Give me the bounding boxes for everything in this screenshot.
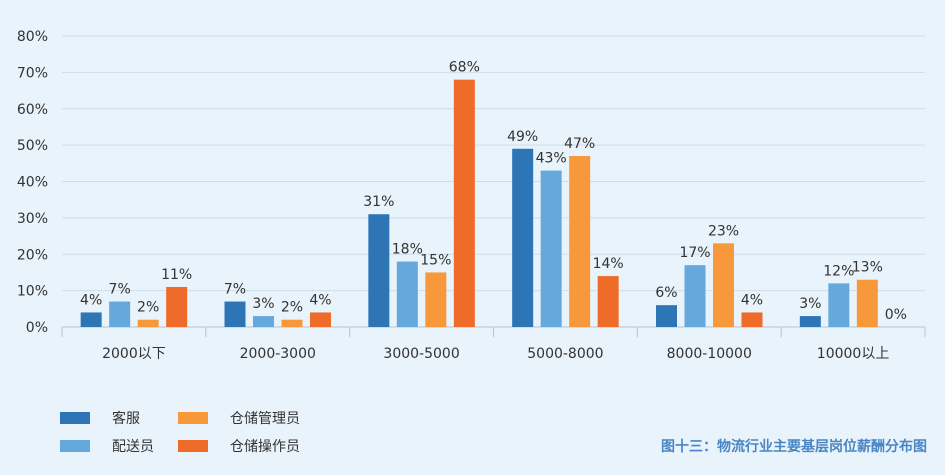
y-tick-label: 10% xyxy=(17,284,48,300)
bar xyxy=(109,301,131,327)
legend-label-cangchu-caozuo: 仓储操作员 xyxy=(230,439,300,455)
bar xyxy=(166,286,188,327)
legend-swatch-peisong xyxy=(60,440,90,452)
y-tick-label: 30% xyxy=(17,211,48,227)
data-label: 6% xyxy=(655,285,677,301)
legend-item-cangchu-guanli: 仓储管理员 xyxy=(178,408,300,428)
legend-label-cangchu-guanli: 仓储管理员 xyxy=(230,411,300,427)
bar xyxy=(281,319,303,327)
bar xyxy=(425,272,447,327)
bar xyxy=(80,312,102,327)
data-label: 4% xyxy=(741,292,763,308)
data-label: 23% xyxy=(708,223,739,239)
data-label: 3% xyxy=(252,296,274,312)
bar xyxy=(741,312,763,327)
data-label: 31% xyxy=(363,194,394,210)
data-label: 68% xyxy=(449,60,480,76)
data-label: 7% xyxy=(109,282,131,298)
legend-item-cangchu-caozuo: 仓储操作员 xyxy=(178,436,300,456)
bar xyxy=(569,156,591,327)
y-tick-label: 0% xyxy=(26,320,48,336)
data-label: 11% xyxy=(161,267,192,283)
legend-label-kefu: 客服 xyxy=(112,411,140,427)
bar xyxy=(224,301,246,327)
legend-item-peisong: 配送员 xyxy=(60,436,154,456)
bar xyxy=(656,305,677,327)
bar xyxy=(396,261,418,327)
data-label: 2% xyxy=(137,300,159,316)
bar xyxy=(799,316,821,327)
data-label: 49% xyxy=(507,129,538,145)
data-label: 14% xyxy=(593,256,624,272)
y-tick-label: 40% xyxy=(17,175,48,191)
data-label: 15% xyxy=(420,252,451,268)
legend: 客服 仓储管理员 配送员 仓储操作员 xyxy=(60,408,380,464)
data-label: 4% xyxy=(309,292,331,308)
bar xyxy=(684,265,706,327)
x-tick-label: 3000-5000 xyxy=(383,346,459,362)
x-tick-label: 8000-10000 xyxy=(667,346,752,362)
data-label: 18% xyxy=(392,242,423,258)
bar xyxy=(856,279,878,327)
y-tick-label: 50% xyxy=(17,138,48,154)
legend-swatch-cangchu-caozuo xyxy=(178,440,208,452)
data-label: 47% xyxy=(564,136,595,152)
data-label: 2% xyxy=(281,300,303,316)
bar xyxy=(453,79,475,328)
bar xyxy=(368,214,390,327)
bar xyxy=(310,312,331,327)
x-tick-label: 2000-3000 xyxy=(240,346,316,362)
data-label: 12% xyxy=(823,263,854,279)
data-label: 13% xyxy=(852,260,883,276)
legend-item-kefu: 客服 xyxy=(60,408,140,428)
legend-swatch-cangchu-guanli xyxy=(178,412,208,424)
x-tick-label: 2000以下 xyxy=(102,346,166,362)
bar xyxy=(597,276,619,327)
legend-swatch-kefu xyxy=(60,412,90,424)
legend-label-peisong: 配送员 xyxy=(112,439,154,455)
data-label: 4% xyxy=(80,292,102,308)
bar xyxy=(137,319,159,327)
data-label: 17% xyxy=(679,245,710,261)
x-tick-label: 10000以上 xyxy=(817,346,890,362)
data-label: 3% xyxy=(799,296,821,312)
bar xyxy=(828,283,850,327)
bar xyxy=(512,148,534,327)
y-tick-label: 60% xyxy=(17,102,48,118)
bar-chart: 0% 10% 20% 30% 40% 50% 60% 70% 80% 2000以下 4% 7% 2% 11… xyxy=(17,29,926,362)
y-tick-label: 80% xyxy=(17,29,48,45)
x-tick-label: 5000-8000 xyxy=(527,346,603,362)
figure-caption: 图十三：物流行业主要基层岗位薪酬分布图 xyxy=(661,439,927,455)
data-label: 43% xyxy=(536,151,567,167)
bar xyxy=(540,170,562,327)
y-tick-label: 70% xyxy=(17,65,48,81)
bar xyxy=(713,243,734,327)
data-label: 7% xyxy=(224,282,246,298)
bar xyxy=(253,316,274,327)
data-label: 0% xyxy=(885,307,907,323)
y-tick-label: 20% xyxy=(17,247,48,263)
